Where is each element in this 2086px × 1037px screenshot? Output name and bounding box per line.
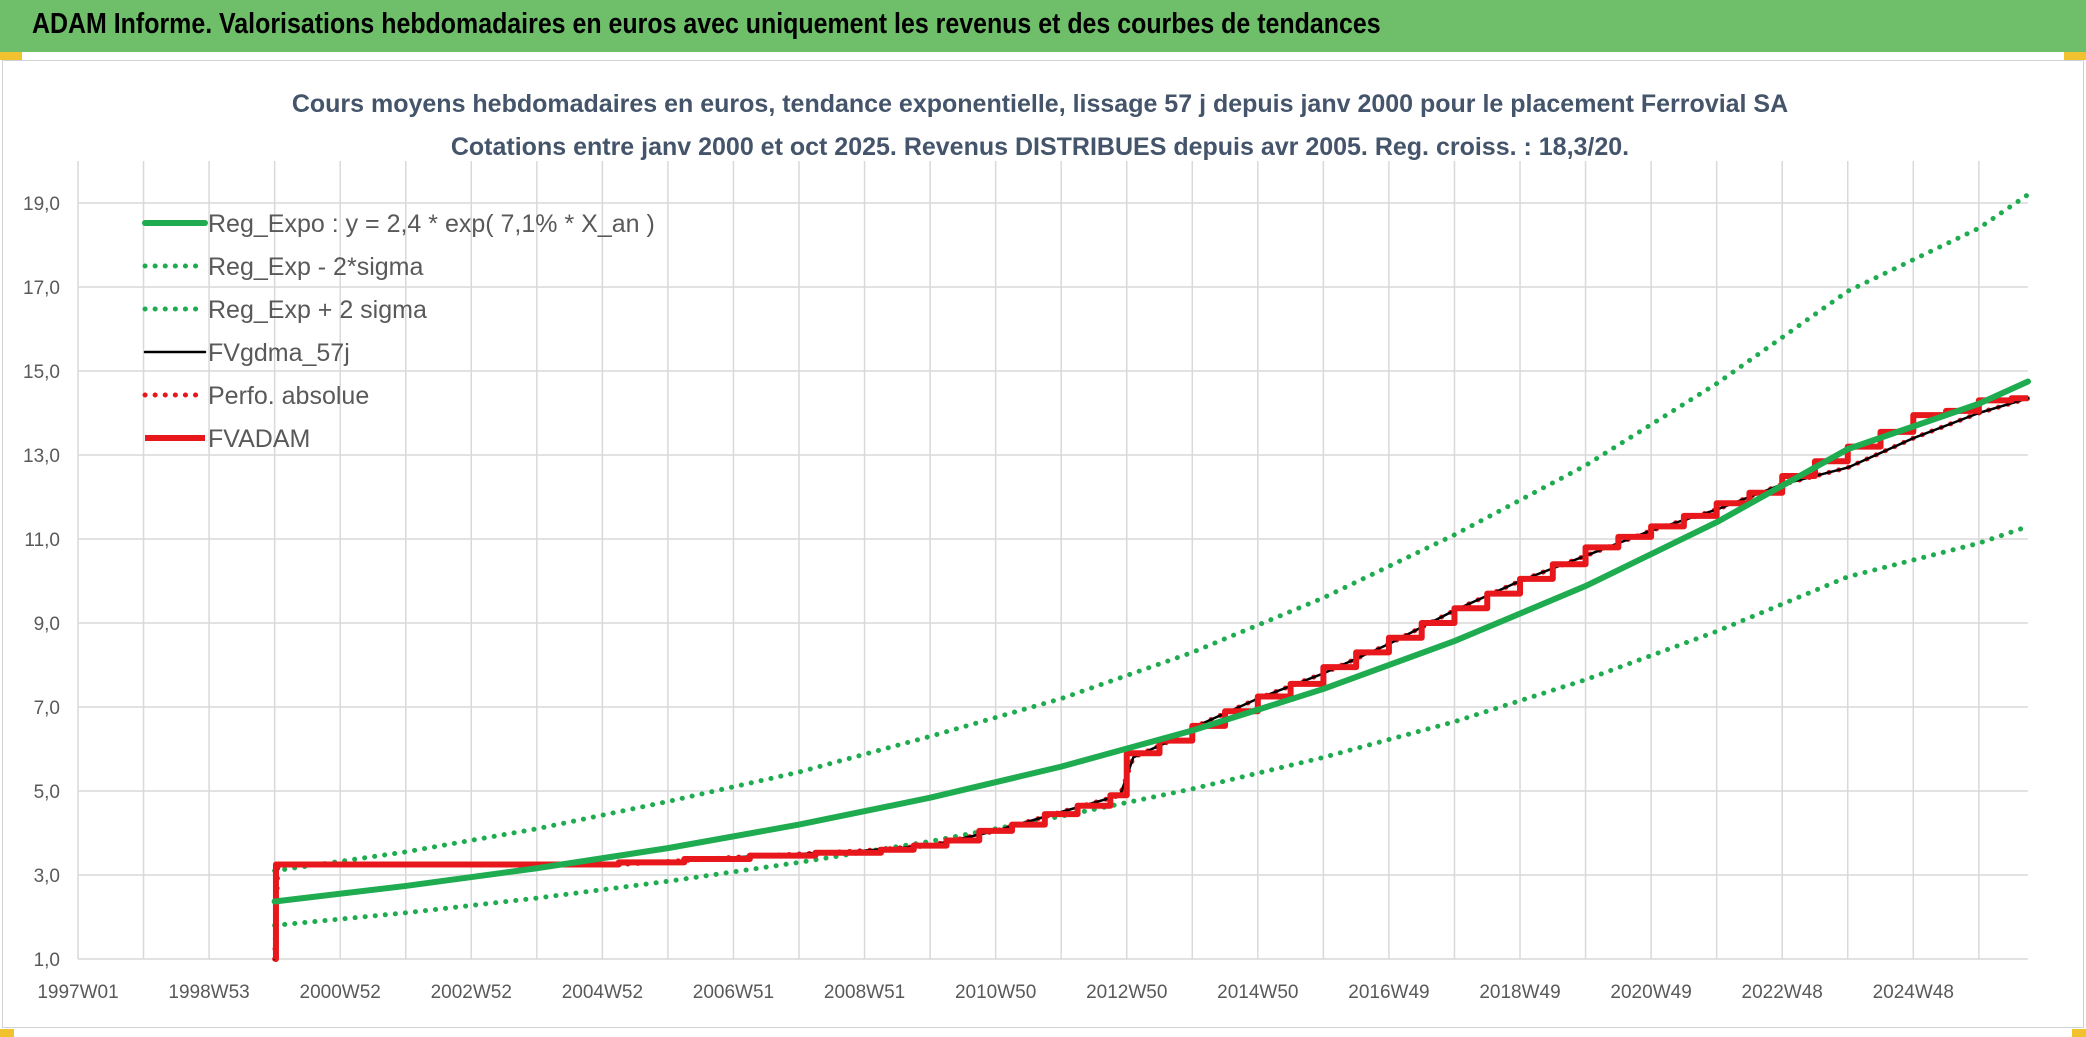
corner-mark-top-left — [0, 52, 22, 60]
corner-mark-bottom-right — [2072, 1029, 2086, 1037]
chart-area-frame — [2, 60, 2084, 1028]
y-tick-label: 3,0 — [34, 866, 60, 887]
x-tick-label: 2008W51 — [824, 982, 905, 1003]
x-tick-label: 2022W48 — [1742, 982, 1823, 1003]
legend-label-4: Perfo. absolue — [208, 382, 369, 410]
y-tick-label: 19,0 — [23, 194, 60, 215]
y-tick-label: 13,0 — [23, 446, 60, 467]
legend-label-0: Reg_Expo : y = 2,4 * exp( 7,1% * X_an ) — [208, 210, 655, 238]
report-header: ADAM Informe. Valorisations hebdomadaire… — [0, 0, 2086, 52]
x-tick-label: 2006W51 — [693, 982, 774, 1003]
y-tick-label: 5,0 — [34, 782, 60, 803]
x-tick-label: 1997W01 — [37, 982, 118, 1003]
y-tick-label: 9,0 — [34, 614, 60, 635]
x-tick-label: 2012W50 — [1086, 982, 1167, 1003]
legend: Reg_Expo : y = 2,4 * exp( 7,1% * X_an ) R… — [142, 210, 655, 453]
series-line-5 — [272, 395, 2028, 962]
chart-subtitle: Cotations entre janv 2000 et oct 2025. R… — [451, 133, 1629, 161]
x-tick-label: 2020W49 — [1610, 982, 1691, 1003]
y-tick-label: 1,0 — [34, 950, 60, 971]
legend-label-2: Reg_Exp + 2 sigma — [208, 296, 427, 324]
series-layer — [271, 192, 2031, 962]
y-tick-label: 11,0 — [24, 530, 60, 551]
grid-layer — [77, 161, 2028, 960]
chart-title: Cours moyens hebdomadaires en euros, ten… — [292, 90, 1788, 118]
legend-label-5: FVADAM — [208, 425, 310, 453]
y-tick-label: 15,0 — [23, 362, 60, 383]
legend-label-1: Reg_Exp - 2*sigma — [208, 253, 423, 281]
x-tick-label: 2024W48 — [1873, 982, 1954, 1003]
series-line-0 — [271, 378, 2031, 905]
report-title: ADAM Informe. Valorisations hebdomadaire… — [32, 8, 1381, 40]
x-tick-label: 1998W53 — [168, 982, 249, 1003]
x-tick-label: 2002W52 — [431, 982, 512, 1003]
corner-mark-bottom-left — [0, 1029, 14, 1037]
x-tick-label: 2014W50 — [1217, 982, 1298, 1003]
series-line-2 — [272, 192, 2031, 874]
x-tick-label: 2018W49 — [1479, 982, 1560, 1003]
title-layer: Cours moyens hebdomadaires en euros, ten… — [292, 90, 1788, 161]
series-line-1 — [272, 523, 2031, 928]
x-tick-label: 2010W50 — [955, 982, 1036, 1003]
y-tick-label: 7,0 — [34, 698, 60, 719]
corner-mark-top-right — [2064, 52, 2086, 60]
x-tick-label: 2016W49 — [1348, 982, 1429, 1003]
axis-layer: 1,0 3,0 5,0 7,0 9,0 11,0 13,0 15,0 17,0 19,0 1997W… — [23, 194, 1954, 1003]
x-tick-label: 2000W52 — [300, 982, 381, 1003]
x-tick-label: 2004W52 — [562, 982, 643, 1003]
legend-label-3: FVgdma_57j — [208, 339, 350, 367]
y-tick-label: 17,0 — [23, 278, 60, 299]
